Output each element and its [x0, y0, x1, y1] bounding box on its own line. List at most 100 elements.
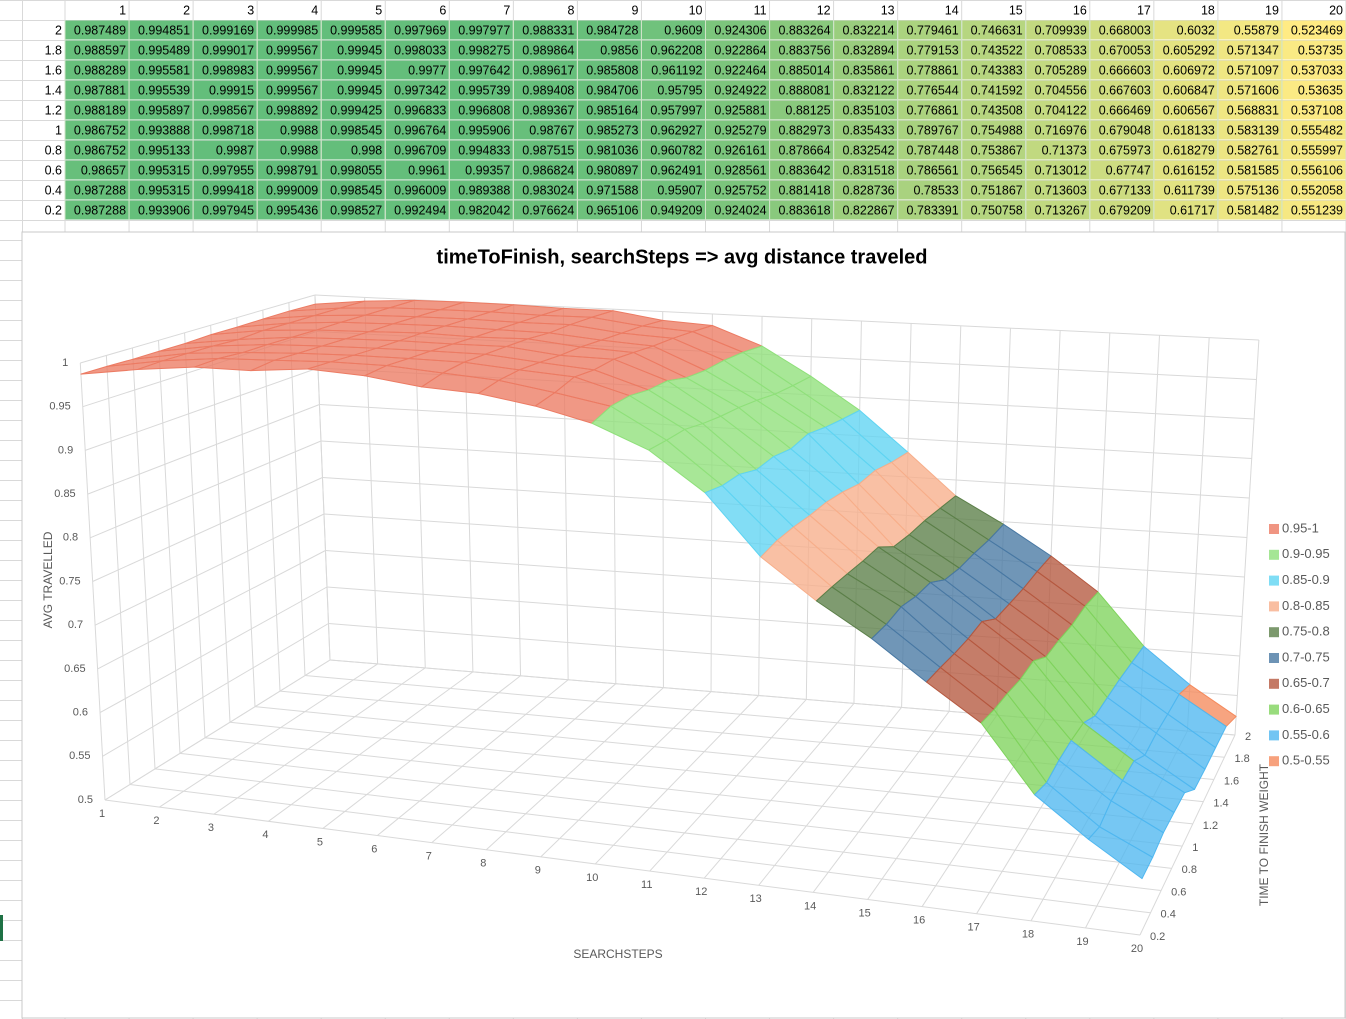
legend-swatch	[1269, 524, 1279, 534]
grid-line	[158, 340, 181, 754]
x-tick-label: 20	[1131, 943, 1143, 955]
grid-line	[1234, 339, 1260, 736]
column-header: 7	[503, 3, 510, 17]
legend-swatch	[1269, 549, 1279, 560]
cell-fill	[129, 100, 193, 120]
cell-value: 0.980897	[586, 163, 638, 177]
cell-value: 0.883642	[778, 163, 830, 177]
cell-fill	[641, 80, 705, 100]
column-header: 4	[311, 3, 318, 17]
cell-value: 0.606567	[1163, 103, 1215, 117]
cell-fill	[1154, 60, 1218, 80]
cell-fill	[513, 120, 577, 140]
x-tick-label: 5	[317, 836, 323, 848]
cell-value: 0.98767	[529, 123, 574, 137]
cell-value: 0.961192	[651, 63, 702, 77]
cell-value: 0.835433	[843, 123, 895, 137]
column-header: 13	[881, 3, 895, 17]
data-table: 1 2 3 4 5 6 7 8 9 10 11 12 13 14 15 16 17 18 19 202 0.987489…	[45, 3, 1346, 220]
grid-line	[867, 714, 998, 900]
cell-value: 0.924922	[714, 83, 766, 97]
grid-line	[154, 768, 1162, 892]
cell-value: 0.9961	[408, 163, 446, 177]
cell-fill	[577, 200, 641, 220]
cell-value: 0.998983	[202, 63, 254, 77]
grid-line	[179, 752, 1172, 869]
cell-fill	[257, 120, 321, 140]
cell-value: 0.986824	[522, 163, 574, 177]
cell-fill	[834, 80, 898, 100]
cell-fill	[641, 180, 705, 200]
cell-fill	[1026, 140, 1090, 160]
cell-value: 0.995739	[458, 83, 510, 97]
cell-value: 0.537108	[1291, 103, 1343, 117]
cell-value: 0.999567	[266, 43, 318, 57]
column-header: 17	[1137, 3, 1151, 17]
z-tick-label: 0.5	[78, 794, 93, 806]
grid-line	[89, 440, 322, 539]
cell-value: 0.998545	[330, 183, 382, 197]
cell-value: 0.995906	[458, 123, 510, 137]
z-tick-label: 0.6	[73, 707, 88, 719]
cell-fill	[193, 160, 257, 180]
cell-value: 0.960782	[650, 143, 702, 157]
cell-value: 0.993888	[138, 123, 190, 137]
x-tick-label: 13	[750, 893, 762, 905]
cell-value: 0.743383	[971, 63, 1023, 77]
cell-value: 0.928561	[714, 163, 766, 177]
cell-fill	[1282, 80, 1346, 100]
cell-fill	[1218, 160, 1282, 180]
grid-line	[377, 679, 569, 836]
x-tick-label: 11	[641, 879, 652, 891]
grid-line	[594, 695, 760, 865]
cell-value: 0.741592	[971, 83, 1023, 97]
cell-value: 0.666603	[1099, 63, 1151, 77]
cell-fill	[898, 60, 962, 80]
z-tick-label: 0.85	[54, 488, 75, 500]
grid-line	[1186, 337, 1210, 732]
cell-value: 0.965106	[586, 203, 638, 217]
cell-value: 0.831518	[843, 163, 895, 177]
cell-value: 0.999017	[202, 43, 254, 57]
cell-fill	[834, 120, 898, 140]
cell-fill	[513, 180, 577, 200]
cell-fill	[129, 200, 193, 220]
cell-fill	[770, 20, 834, 40]
cell-fill	[962, 120, 1026, 140]
cell-fill	[193, 200, 257, 220]
grid-line	[79, 362, 106, 801]
cell-fill	[962, 160, 1026, 180]
cell-value: 0.709939	[1035, 23, 1087, 37]
cell-value: 0.704122	[1035, 103, 1087, 117]
cell-value: 0.998275	[458, 43, 510, 57]
cell-value: 0.987288	[74, 183, 126, 197]
cell-fill	[65, 40, 129, 60]
cell-value: 0.743508	[971, 103, 1023, 117]
column-header: 14	[945, 3, 959, 17]
cell-fill	[385, 140, 449, 160]
cell-value: 0.753867	[971, 143, 1023, 157]
cell-value: 0.555997	[1291, 143, 1343, 157]
cell-fill	[513, 100, 577, 120]
cell-value: 0.981036	[586, 143, 638, 157]
cell-value: 0.984728	[586, 23, 638, 37]
cell-fill	[1218, 140, 1282, 160]
cell-fill	[1282, 120, 1346, 140]
cell-value: 0.988189	[74, 103, 126, 117]
cell-value: 0.957997	[650, 103, 702, 117]
cell-value: 0.996764	[394, 123, 446, 137]
cell-value: 0.989388	[458, 183, 510, 197]
column-header: 20	[1329, 3, 1343, 17]
column-header: 9	[631, 3, 638, 17]
grid-line	[540, 691, 712, 858]
cell-fill	[1090, 120, 1154, 140]
cell-fill	[962, 80, 1026, 100]
cell-value: 0.989367	[522, 103, 574, 117]
x-tick-label: 3	[208, 822, 214, 834]
cell-value: 0.998	[351, 143, 382, 157]
cell-value: 0.998791	[266, 163, 318, 177]
cell-value: 0.708533	[1035, 43, 1087, 57]
cell-value: 0.999985	[266, 23, 318, 37]
grid-line	[213, 667, 426, 815]
cell-fill	[706, 60, 770, 80]
